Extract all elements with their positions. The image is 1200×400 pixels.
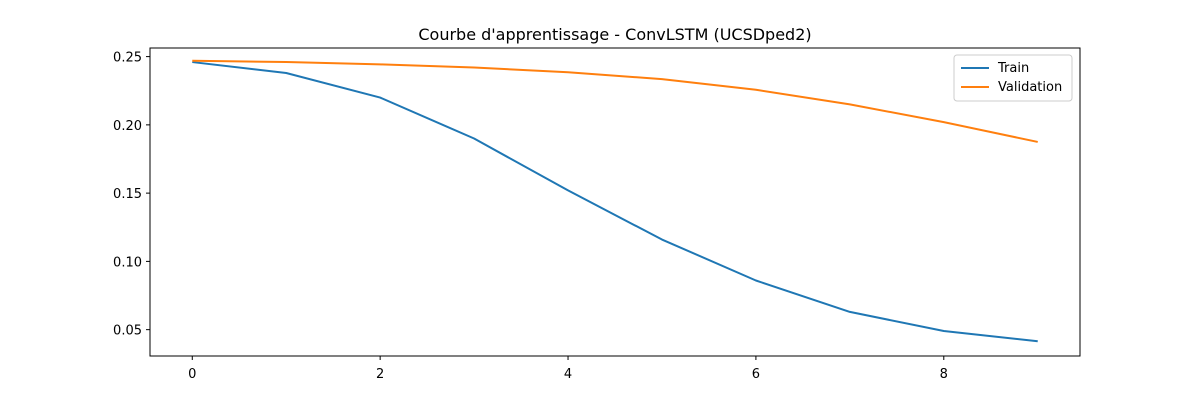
series-layer (192, 59, 1038, 343)
legend-box (953, 54, 1073, 102)
legend: Train Validation (953, 54, 1073, 102)
y-tick-label: 0.05 (113, 324, 142, 339)
y-axis: 0.05 0.10 0.15 0.20 0.25 (113, 51, 150, 339)
x-tick-label: 6 (752, 367, 760, 382)
legend-label-train: Train (997, 61, 1029, 76)
series-line-validation (192, 59, 1038, 143)
plot-frame (149, 47, 1081, 357)
chart-title: Courbe d'apprentissage - ConvLSTM (UCSDp… (418, 25, 811, 44)
x-axis: 0 2 4 6 8 (188, 356, 948, 382)
legend-label-validation: Validation (998, 80, 1062, 95)
x-tick-label: 4 (564, 367, 572, 382)
y-tick-label: 0.15 (113, 187, 142, 202)
x-tick-label: 8 (940, 367, 948, 382)
x-tick-label: 2 (376, 367, 384, 382)
y-tick-label: 0.10 (113, 255, 142, 270)
x-tick-label: 0 (188, 367, 196, 382)
y-tick-label: 0.25 (113, 51, 142, 66)
y-tick-label: 0.20 (113, 119, 142, 134)
series-line-train (192, 61, 1038, 343)
